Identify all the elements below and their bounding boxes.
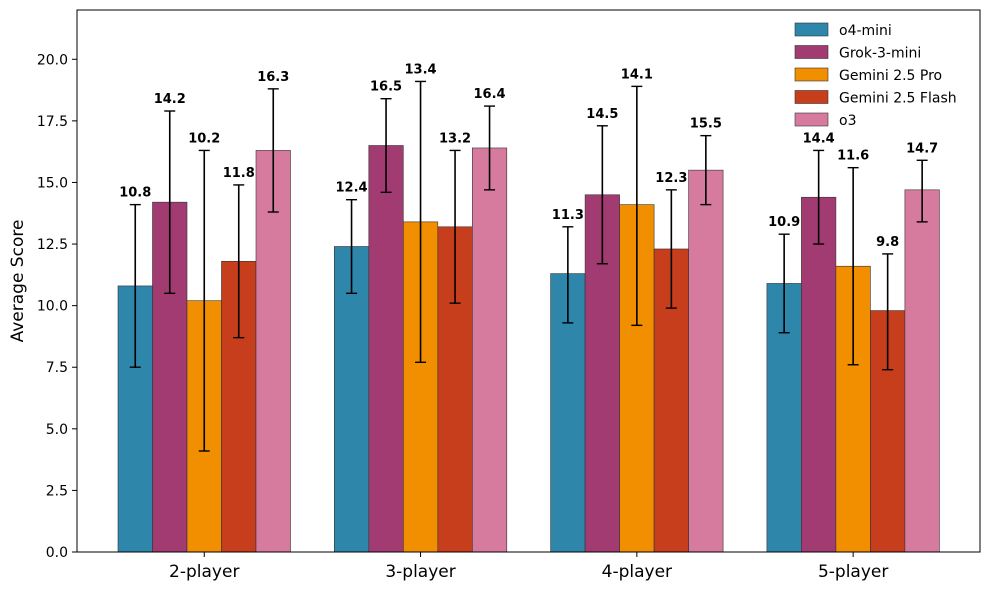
- data-label: 12.4: [336, 181, 368, 196]
- legend: o4-mini Grok-3-mini Gemini 2.5 Pro Gemini 2…: [794, 22, 957, 129]
- data-label: 14.4: [803, 131, 835, 146]
- data-label: 16.5: [370, 80, 402, 95]
- x-axis: 2-player 3-player 4-player 5-player: [169, 552, 888, 582]
- error-bar: [665, 189, 677, 309]
- legend-swatch: [794, 22, 829, 37]
- bar-grok-3-mini-5-player: [801, 196, 837, 553]
- legend-swatch: [794, 112, 829, 127]
- error-bar: [700, 134, 712, 206]
- error-bar: [916, 159, 928, 223]
- bars-layer: [117, 145, 940, 553]
- data-label: 13.2: [439, 131, 471, 146]
- error-bar: [484, 105, 496, 191]
- error-bar: [346, 198, 358, 295]
- bar-grok-3-mini-3-player: [368, 145, 404, 553]
- y-tick-label: 2.5: [46, 483, 68, 499]
- data-label: 14.2: [154, 92, 186, 107]
- legend-label: Gemini 2.5 Flash: [839, 91, 957, 107]
- y-axis-title: Average Score: [8, 220, 28, 343]
- legend-label: o4-mini: [839, 23, 892, 39]
- data-label: 14.5: [586, 107, 618, 122]
- plot-area-frame: [76, 9, 981, 553]
- x-tick-label: 4-player: [602, 562, 672, 582]
- data-label: 11.8: [223, 166, 255, 181]
- error-bar: [847, 166, 859, 366]
- legend-swatch: [794, 67, 829, 82]
- data-label: 10.9: [768, 215, 800, 230]
- bar-o3-3-player: [471, 147, 508, 553]
- error-bar: [596, 125, 608, 265]
- error-bar: [562, 226, 574, 324]
- error-bar: [164, 110, 176, 295]
- error-bar: [778, 233, 790, 334]
- error-bar: [449, 149, 461, 304]
- data-label: 15.5: [690, 117, 722, 132]
- bar-o3-4-player: [688, 169, 724, 553]
- legend-entry: Gemini 2.5 Pro: [794, 67, 942, 84]
- bar-o3-5-player: [904, 189, 940, 553]
- bar-o3-2-player: [255, 150, 291, 553]
- error-bar: [813, 149, 825, 245]
- x-tick-label: 5-player: [818, 562, 888, 582]
- y-tick-label: 17.5: [37, 114, 68, 130]
- legend-swatch: [794, 45, 829, 59]
- bar-o4-mini-3-player: [333, 246, 370, 553]
- y-tick-label: 10.0: [37, 299, 68, 315]
- error-bar: [882, 253, 894, 371]
- data-label: 10.8: [119, 186, 151, 201]
- legend-label: Gemini 2.5 Pro: [839, 68, 942, 84]
- data-label: 14.7: [906, 141, 938, 156]
- legend-label: Grok-3-mini: [839, 46, 921, 62]
- error-bar: [631, 85, 643, 327]
- data-label: 11.6: [837, 149, 869, 164]
- data-label: 12.3: [655, 171, 687, 186]
- data-label: 13.4: [405, 62, 437, 77]
- y-tick-label: 0.0: [46, 545, 68, 561]
- legend-entry: o3: [794, 112, 856, 129]
- y-tick-label: 15.0: [37, 175, 68, 191]
- data-labels-layer: 10.8 12.4 11.3 10.9 14.2 16.5 14.5 14.4 10.2 13.4…: [119, 62, 938, 249]
- legend-label: o3: [839, 113, 856, 129]
- y-axis: 0.0 2.5 5.0 7.5 10.0 12.5 15.0 17.5 20.0: [37, 52, 77, 561]
- data-label: 11.3: [552, 208, 584, 223]
- y-tick-label: 7.5: [46, 360, 68, 376]
- legend-swatch: [794, 90, 829, 104]
- data-label: 16.4: [474, 87, 506, 102]
- error-bar: [233, 184, 245, 339]
- legend-entry: o4-mini: [794, 22, 892, 39]
- y-tick-label: 5.0: [46, 422, 68, 438]
- error-bar: [415, 80, 427, 363]
- data-label: 9.8: [876, 235, 899, 250]
- error-bar: [380, 97, 392, 194]
- data-label: 16.3: [257, 70, 289, 85]
- error-bars-layer: [129, 80, 928, 452]
- x-tick-label: 2-player: [169, 562, 239, 582]
- legend-entry: Grok-3-mini: [794, 45, 921, 62]
- y-tick-label: 12.5: [37, 237, 68, 253]
- data-label: 10.2: [188, 131, 220, 146]
- y-tick-label: 20.0: [37, 52, 68, 68]
- legend-entry: Gemini 2.5 Flash: [794, 90, 957, 107]
- data-label: 14.1: [621, 67, 653, 82]
- error-bar: [267, 88, 279, 213]
- x-tick-label: 3-player: [385, 562, 455, 582]
- error-bar: [198, 149, 210, 452]
- error-bar: [129, 203, 141, 368]
